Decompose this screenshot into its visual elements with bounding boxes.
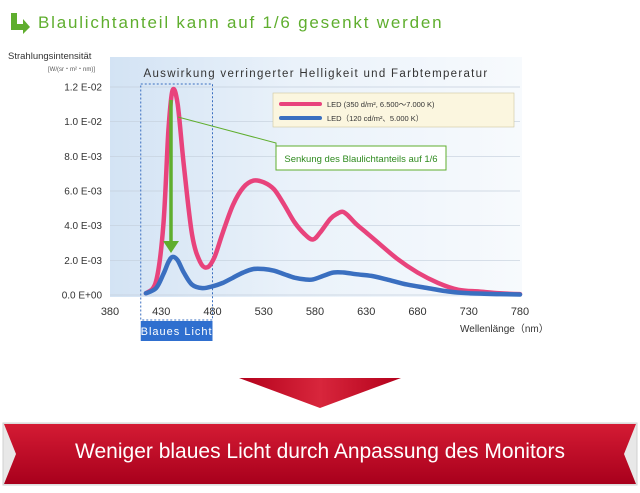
- y-axis-unit: [W/(sr・m²・nm)]: [48, 67, 95, 73]
- x-tick-label: 430: [152, 306, 170, 318]
- y-tick-label: 0.0 E+00: [62, 291, 103, 302]
- series-line-pink: [143, 86, 523, 297]
- x-tick-label: 630: [357, 306, 375, 318]
- y-tick-label: 1.0 E-02: [64, 117, 102, 128]
- x-tick-label: 780: [511, 306, 529, 318]
- x-tick-label: 380: [101, 306, 119, 318]
- x-tick-labels: 380 430 480 530 580 630 680 730 780: [101, 306, 529, 318]
- down-arrow-icon: [239, 378, 401, 408]
- reduction-arrow-head: [163, 241, 179, 253]
- header: Blaulichtanteil kann auf 1/6 gesenkt wer…: [8, 8, 443, 38]
- x-tick-label: 530: [255, 306, 273, 318]
- series-line-blue: [143, 254, 523, 297]
- annotation-text: Senkung des Blaulichtanteils auf 1/6: [284, 154, 437, 165]
- blue-light-band: [140, 83, 213, 321]
- chart-title: Auswirkung verringerter Helligkeit und F…: [143, 68, 488, 80]
- legend-label-blue: LED（120 cd/m²、5.000 K）: [327, 114, 423, 123]
- blue-light-label: Blaues Licht: [141, 326, 213, 338]
- y-tick-label: 6.0 E-03: [64, 187, 102, 198]
- x-tick-label: 580: [306, 306, 324, 318]
- bottom-banner: [2, 422, 638, 486]
- blue-light-label-bg: [140, 321, 213, 341]
- y-tick-label: 4.0 E-03: [64, 221, 102, 232]
- legend: LED (350 d/m², 6.500〜7.000 K) LED（120 cd…: [272, 92, 515, 128]
- y-tick-label: 2.0 E-03: [64, 256, 102, 267]
- series-lines: [143, 86, 523, 297]
- annotation: Senkung des Blaulichtanteils auf 1/6: [163, 100, 447, 253]
- x-tick-label: 730: [460, 306, 478, 318]
- y-tick-label: 8.0 E-03: [64, 152, 102, 163]
- x-tick-label: 680: [408, 306, 426, 318]
- page-title: Blaulichtanteil kann auf 1/6 gesenkt wer…: [38, 13, 444, 32]
- spectrum-chart: Auswirkung verringerter Helligkeit und F…: [62, 57, 529, 408]
- arrow-down-right-icon: [11, 13, 30, 34]
- y-tick-labels: 0.0 E+00 2.0 E-03 4.0 E-03 6.0 E-03 8.0 E-03…: [62, 83, 103, 302]
- x-tick-label: 480: [203, 306, 221, 318]
- annotation-box: [275, 145, 447, 171]
- x-axis-label: Wellenlänge（nm）: [460, 324, 549, 335]
- legend-label-pink: LED (350 d/m², 6.500〜7.000 K): [327, 100, 435, 109]
- y-tick-label: 1.2 E-02: [64, 83, 102, 94]
- y-axis-label: Strahlungsintensität: [8, 51, 92, 62]
- banner-text: Weniger blaues Licht durch Anpassung des…: [75, 440, 565, 463]
